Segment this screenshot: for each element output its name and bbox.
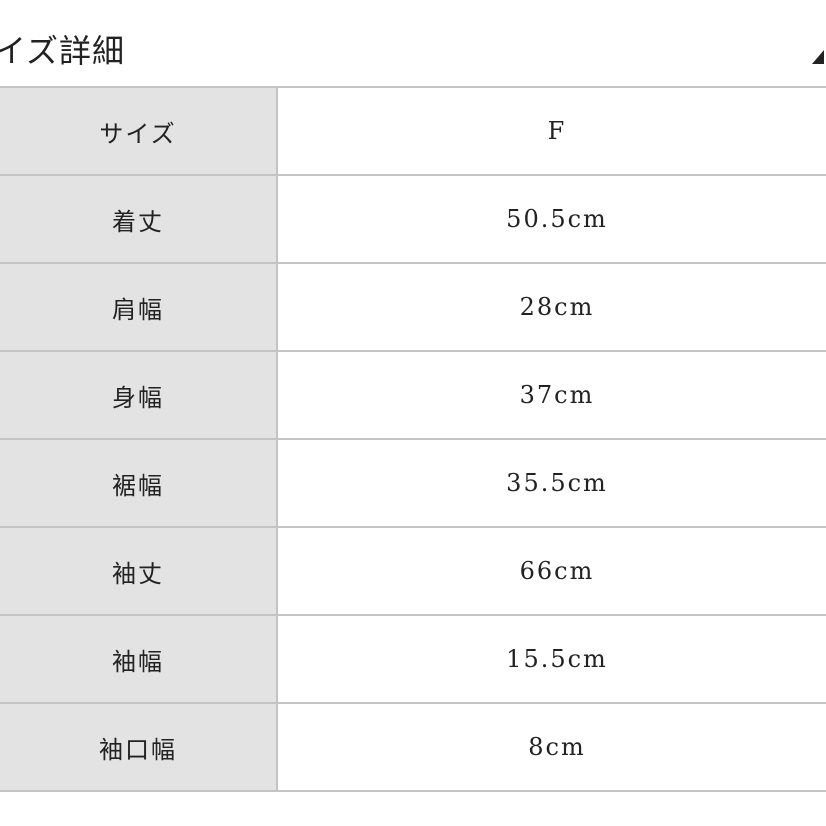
table-row: 袖丈 66cm <box>0 526 826 616</box>
row-value: 15.5cm <box>276 614 826 704</box>
row-label: 身幅 <box>0 350 278 440</box>
table-row: 肩幅 28cm <box>0 262 826 352</box>
row-value: 50.5cm <box>276 174 826 264</box>
section-title: イズ詳細 <box>0 32 126 70</box>
collapse-arrow-icon[interactable] <box>812 50 824 64</box>
table-row: 袖幅 15.5cm <box>0 614 826 704</box>
size-table: サイズ F 着丈 50.5cm 肩幅 28cm 身幅 37cm 裾幅 35.5cm 袖丈 6… <box>0 86 826 792</box>
row-label: サイズ <box>0 86 278 176</box>
row-value: 28cm <box>276 262 826 352</box>
row-label: 袖幅 <box>0 614 278 704</box>
row-value: 35.5cm <box>276 438 826 528</box>
row-value: 37cm <box>276 350 826 440</box>
table-row: 袖口幅 8cm <box>0 702 826 792</box>
table-row: 着丈 50.5cm <box>0 174 826 264</box>
row-label: 裾幅 <box>0 438 278 528</box>
row-label: 袖丈 <box>0 526 278 616</box>
table-row: 裾幅 35.5cm <box>0 438 826 528</box>
row-label: 肩幅 <box>0 262 278 352</box>
table-row: 身幅 37cm <box>0 350 826 440</box>
row-value: 66cm <box>276 526 826 616</box>
row-label: 袖口幅 <box>0 702 278 792</box>
row-value: 8cm <box>276 702 826 792</box>
table-row: サイズ F <box>0 86 826 176</box>
row-label: 着丈 <box>0 174 278 264</box>
row-value: F <box>276 86 826 176</box>
